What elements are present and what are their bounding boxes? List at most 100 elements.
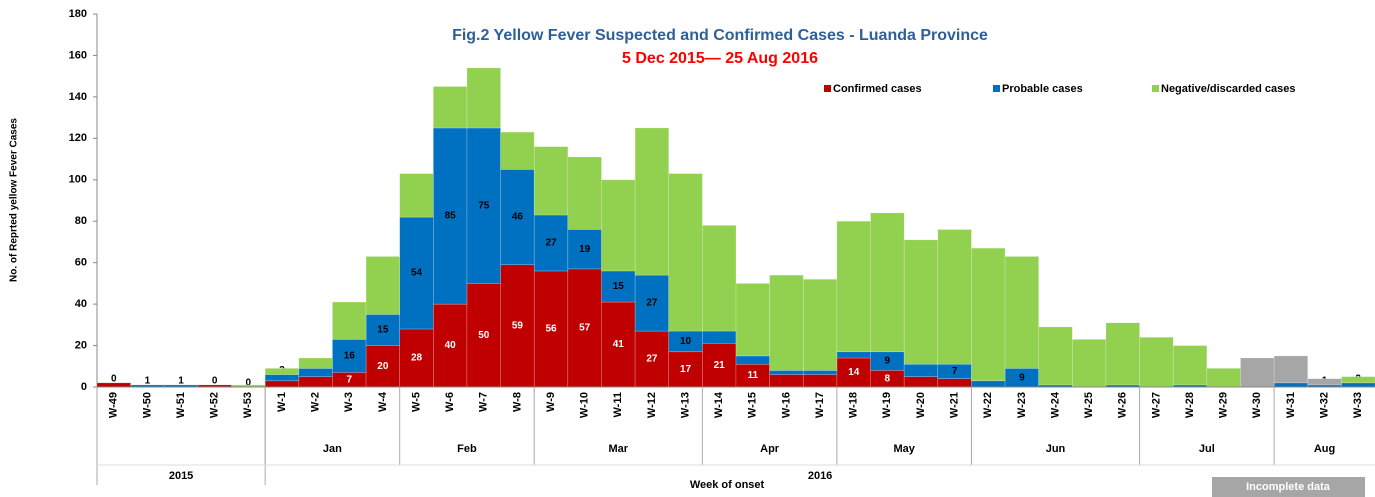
x-tick-label: W-3 <box>343 392 355 412</box>
bar-segment <box>567 229 602 270</box>
year-label: 2016 <box>808 470 832 482</box>
data-label: 21 <box>714 360 726 371</box>
month-label: Mar <box>609 443 629 455</box>
data-label: 75 <box>478 200 490 211</box>
data-label: 9 <box>885 356 891 367</box>
month-label: Jul <box>1199 443 1215 455</box>
bar-segment <box>1172 345 1208 386</box>
y-tick-label: 160 <box>69 49 87 61</box>
x-tick-label: W-22 <box>982 392 994 418</box>
bar-segment <box>1072 339 1107 388</box>
data-label: 15 <box>377 325 389 336</box>
legend-label: Confirmed cases <box>833 83 922 95</box>
data-label: 20 <box>377 361 389 372</box>
bar-segment <box>1038 326 1073 386</box>
data-label: 11 <box>748 370 759 381</box>
bar-segment <box>769 374 804 388</box>
bar-segment <box>332 339 367 373</box>
bar-segment <box>433 86 468 129</box>
bar-segment <box>668 173 703 332</box>
x-tick-label: W-24 <box>1049 391 1061 418</box>
bar-segment <box>903 363 939 377</box>
x-tick-label: W-28 <box>1184 392 1196 418</box>
bar-segment <box>332 301 367 340</box>
y-tick-label: 140 <box>69 91 87 103</box>
data-label: 17 <box>680 364 692 375</box>
data-label: 27 <box>646 354 658 365</box>
x-tick-label: W-5 <box>410 392 422 412</box>
x-tick-label: W-31 <box>1285 392 1297 418</box>
x-tick-label: W-8 <box>511 392 523 412</box>
data-label: 14 <box>848 367 860 378</box>
x-tick-label: W-15 <box>747 392 759 418</box>
data-label: 7 <box>952 366 958 377</box>
x-tick-label: W-50 <box>141 392 153 418</box>
x-tick-label: W-27 <box>1150 392 1162 418</box>
y-axis-label: No. of Reprted yellow Fever Cases <box>9 118 20 282</box>
month-label: Jun <box>1046 443 1066 455</box>
x-tick-label: W-23 <box>1016 392 1028 418</box>
data-label: 0 <box>212 376 218 387</box>
data-label: 27 <box>545 238 557 249</box>
bar-segment <box>601 301 636 388</box>
x-tick-label: W-20 <box>915 392 927 418</box>
bar-segment <box>1341 376 1375 384</box>
data-label: 56 <box>545 324 557 335</box>
y-tick-label: 20 <box>75 339 87 351</box>
legend-swatch <box>1212 477 1365 497</box>
data-label: 57 <box>579 323 591 334</box>
data-label: 41 <box>613 339 625 350</box>
y-tick-label: 120 <box>69 132 87 144</box>
month-label: May <box>893 443 915 455</box>
bar-segment <box>1307 378 1342 386</box>
data-label: 8 <box>885 373 891 384</box>
data-label: 27 <box>646 298 658 309</box>
bar-segment <box>533 146 569 216</box>
x-tick-label: W-4 <box>377 391 389 412</box>
legend-swatch <box>1152 85 1159 92</box>
x-tick-label: W-10 <box>579 392 591 418</box>
bar-segment <box>365 256 400 315</box>
x-tick-label: W-30 <box>1251 392 1263 418</box>
bar-segment <box>365 314 400 346</box>
bar-segment <box>1273 355 1309 384</box>
bar-segment <box>937 229 972 365</box>
bar-segment <box>1206 368 1241 388</box>
x-tick-label: W-29 <box>1218 392 1230 418</box>
bar-segment <box>567 156 602 230</box>
bar-segment <box>634 274 670 332</box>
x-axis-label: Week of onset <box>690 479 765 491</box>
legend-label: Incomplete data <box>1246 481 1331 493</box>
data-label: 19 <box>579 244 591 255</box>
data-label: 0 <box>111 373 117 384</box>
data-label: 28 <box>411 353 423 364</box>
x-tick-label: W-17 <box>814 392 826 418</box>
bar-segment <box>1139 336 1174 388</box>
x-tick-label: W-18 <box>848 392 860 418</box>
x-tick-label: W-53 <box>242 392 254 418</box>
x-tick-label: W-12 <box>646 392 658 418</box>
bar-segment <box>802 278 838 371</box>
x-tick-label: W-1 <box>276 392 288 412</box>
bar-segment <box>1004 256 1039 369</box>
bar-segment <box>836 220 871 353</box>
data-label: 1 <box>178 376 184 387</box>
data-label: 50 <box>478 330 490 341</box>
bar-segment <box>802 374 838 388</box>
bar-segment <box>634 127 670 276</box>
x-tick-label: W-2 <box>310 392 322 412</box>
data-label: 54 <box>411 268 423 279</box>
bar-segment <box>500 264 535 388</box>
x-tick-label: W-6 <box>444 392 456 412</box>
bar-segment <box>298 357 333 369</box>
bar-segment <box>702 225 737 332</box>
data-label: 0 <box>246 378 252 389</box>
bar-segment <box>735 283 770 357</box>
legend-swatch <box>993 85 1000 92</box>
data-label: 85 <box>445 211 457 222</box>
x-tick-label: W-9 <box>545 392 557 412</box>
x-tick-label: W-21 <box>949 392 961 418</box>
legend-label: Probable cases <box>1002 83 1083 95</box>
y-tick-label: 80 <box>75 215 87 227</box>
